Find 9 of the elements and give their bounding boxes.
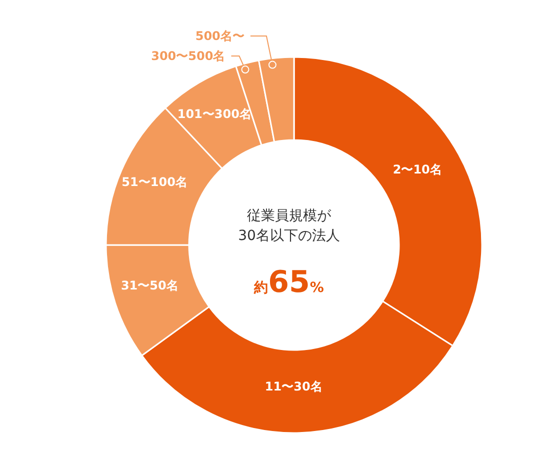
slice-label: 51〜100名: [122, 174, 188, 189]
slice-label: 300〜500名: [151, 49, 226, 63]
text: 従業員規模が 30名以下の法人: [238, 208, 340, 244]
slice-label: 31〜50名: [120, 278, 178, 292]
slice-label: 2〜10名: [392, 162, 442, 176]
slice-label: 101〜300名: [177, 106, 252, 121]
slice-label: 11〜30名: [264, 379, 322, 394]
text: 約65%: [253, 265, 324, 300]
slice-label: 500名〜: [195, 29, 244, 43]
